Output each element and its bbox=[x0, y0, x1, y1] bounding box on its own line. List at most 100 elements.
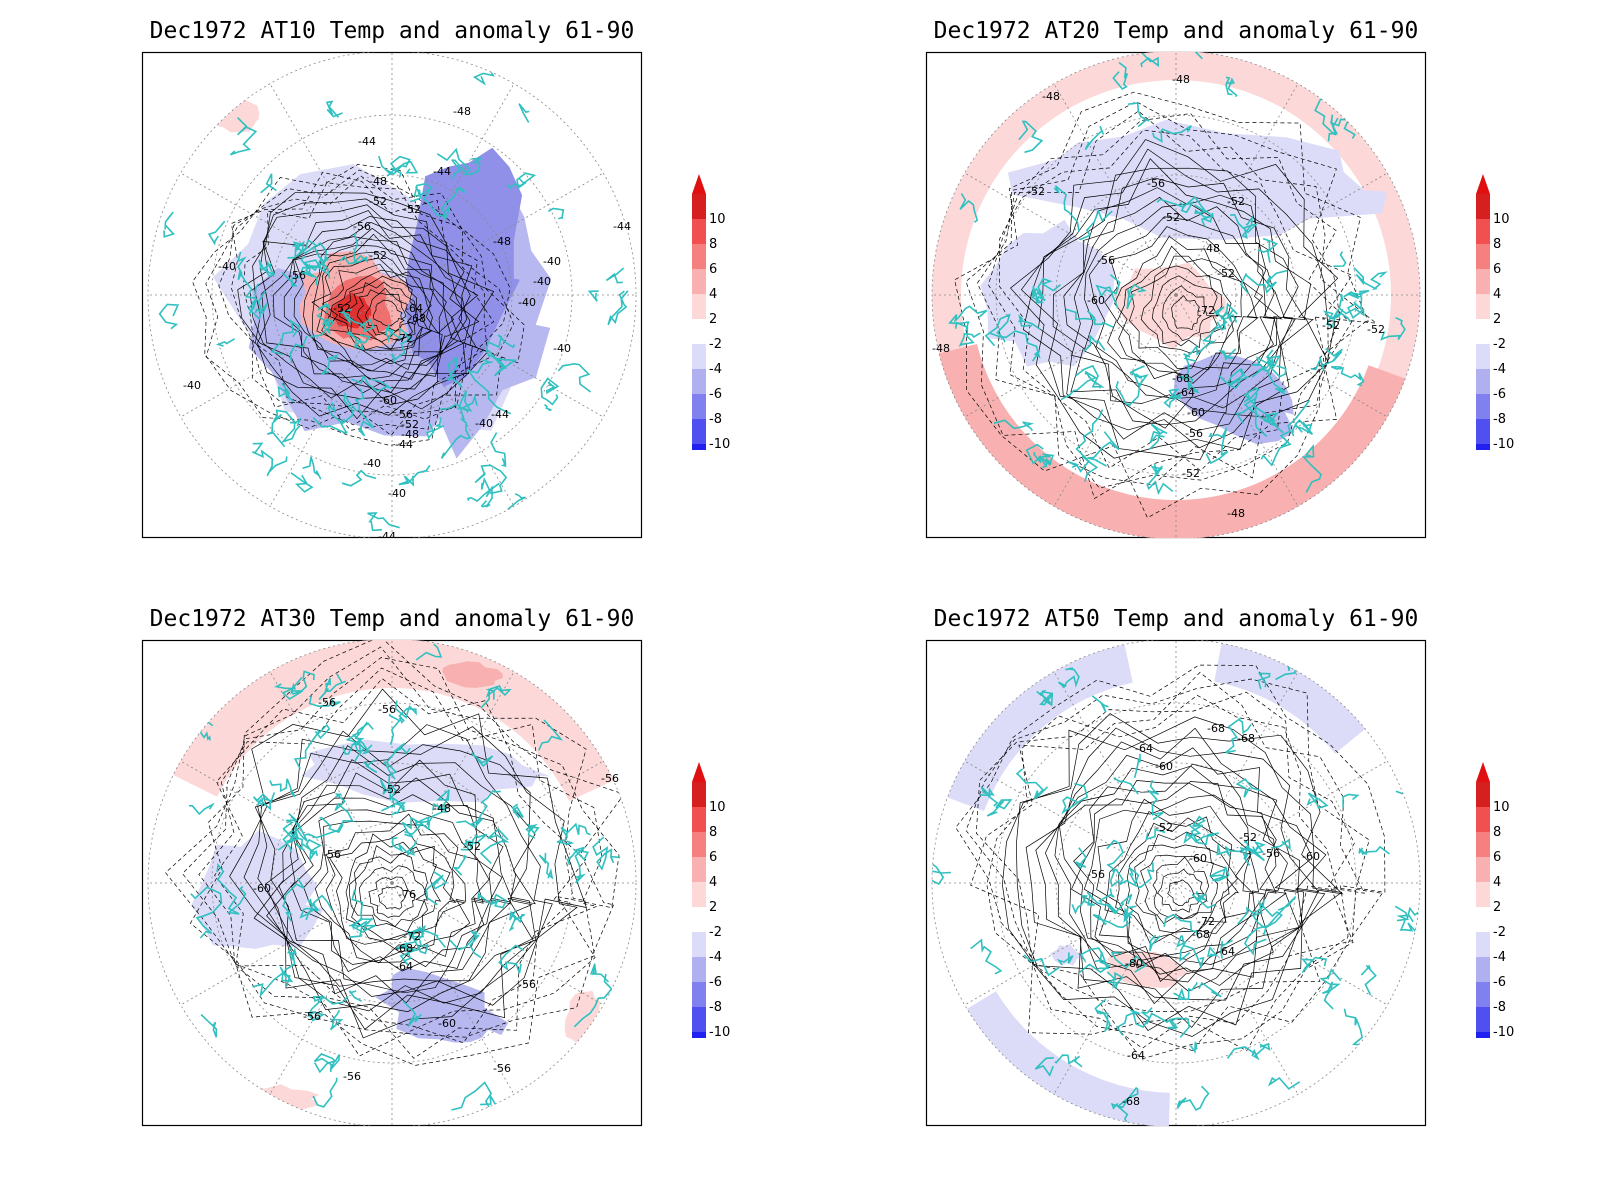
temperature-contour bbox=[1088, 216, 1275, 400]
temperature-contour bbox=[189, 640, 625, 1038]
coastline bbox=[1116, 1007, 1153, 1036]
temperature-contour bbox=[338, 275, 425, 351]
coastline bbox=[1123, 907, 1134, 923]
coastline bbox=[1243, 896, 1297, 956]
colorbar-swatch bbox=[1476, 369, 1490, 394]
contour-label: -68 bbox=[1172, 372, 1190, 385]
colorbar-label: 2 bbox=[709, 900, 717, 915]
coastline bbox=[1251, 349, 1281, 378]
coastline bbox=[1179, 195, 1214, 223]
colorbar-swatch bbox=[1476, 269, 1490, 294]
coastline bbox=[281, 258, 331, 287]
coastline bbox=[1198, 981, 1222, 998]
anomaly-colorbar: 10 8 6 4 2 -2 -4 -6 -8 -10 bbox=[1476, 762, 1514, 1038]
temperature-contour bbox=[1129, 255, 1237, 369]
colorbar-label: -8 bbox=[709, 412, 722, 427]
coastline bbox=[304, 793, 354, 839]
map-panel-at50: Dec1972 AT50 Temp and anomaly 61-90 -68-… bbox=[925, 606, 1526, 1166]
coastline bbox=[407, 928, 446, 955]
temperature-contour bbox=[249, 210, 479, 406]
colorbar-label: 2 bbox=[709, 312, 717, 327]
colorbar-swatch bbox=[692, 1007, 706, 1032]
coastline bbox=[341, 469, 377, 487]
colorbar-arrow-top bbox=[692, 174, 706, 194]
coastline bbox=[1034, 1057, 1054, 1077]
contour-label: -68 bbox=[1122, 1095, 1140, 1108]
coastline bbox=[490, 432, 507, 468]
colorbar-swatch bbox=[1476, 907, 1490, 932]
coastline bbox=[394, 700, 417, 724]
coastline bbox=[381, 796, 407, 816]
colorbar-swatch bbox=[692, 394, 706, 419]
colorbar-label: -8 bbox=[709, 1000, 722, 1015]
temperature-contour bbox=[345, 833, 457, 942]
contour-label: -44 bbox=[395, 438, 413, 451]
coastline bbox=[260, 173, 277, 194]
coastline bbox=[1075, 409, 1104, 460]
coastline bbox=[440, 390, 473, 412]
coastline bbox=[506, 172, 537, 190]
contour-label: -56 bbox=[318, 696, 336, 709]
anomaly-region bbox=[937, 344, 1408, 538]
coastline bbox=[1113, 777, 1139, 795]
coastline bbox=[511, 803, 524, 819]
colorbar-label: 6 bbox=[709, 262, 717, 277]
temperature-contour bbox=[243, 726, 578, 1039]
colorbar-label: -4 bbox=[709, 362, 722, 377]
coastline bbox=[1152, 125, 1192, 143]
meridian bbox=[391, 760, 604, 884]
coastline bbox=[1031, 286, 1046, 304]
coastline bbox=[308, 695, 341, 708]
coastline bbox=[452, 854, 467, 876]
coastline bbox=[460, 833, 488, 851]
contour-label: -56 bbox=[378, 703, 396, 716]
colorbar-label: 10 bbox=[1493, 800, 1510, 815]
temperature-contour bbox=[218, 175, 511, 431]
coastline bbox=[508, 909, 525, 932]
contour-label: -64 bbox=[1217, 945, 1235, 958]
contour-label: -48 bbox=[1042, 90, 1060, 103]
coastline bbox=[329, 1009, 344, 1031]
coastline bbox=[970, 938, 1003, 975]
colorbar-swatch bbox=[1476, 957, 1490, 982]
coastline bbox=[1228, 375, 1250, 389]
coastline bbox=[1015, 768, 1049, 800]
coastline bbox=[446, 374, 463, 389]
contour-label: -56 bbox=[1185, 427, 1203, 440]
coastline bbox=[1218, 368, 1246, 386]
coastline bbox=[1358, 845, 1390, 856]
coastline bbox=[1271, 838, 1291, 851]
coastline bbox=[188, 802, 215, 816]
coastline bbox=[1133, 753, 1141, 779]
coastline bbox=[321, 353, 339, 375]
temperature-contour bbox=[1058, 780, 1288, 986]
colorbar-arrow-top bbox=[1476, 174, 1490, 194]
colorbar-swatch bbox=[1476, 444, 1490, 450]
colorbar-swatch bbox=[1476, 982, 1490, 1007]
colorbar-label: -10 bbox=[709, 1025, 730, 1038]
coastline bbox=[979, 786, 999, 807]
coastline bbox=[1260, 399, 1311, 467]
latitude-circle bbox=[147, 640, 637, 1126]
contour-label: -52 bbox=[401, 418, 419, 431]
contour-label: -56 bbox=[303, 1010, 321, 1023]
coastline bbox=[1079, 947, 1112, 974]
coastline bbox=[1091, 695, 1109, 713]
coastline bbox=[307, 902, 317, 914]
temperature-contour bbox=[377, 886, 406, 910]
coastline bbox=[436, 147, 482, 176]
latitude-circle bbox=[147, 52, 637, 538]
colorbar-label: 4 bbox=[709, 287, 717, 302]
temperature-contour bbox=[303, 236, 455, 380]
coastline bbox=[300, 255, 330, 275]
contour-label: -48 bbox=[493, 235, 511, 248]
temperature-contour bbox=[1104, 811, 1255, 960]
colorbar-swatch bbox=[1476, 294, 1490, 319]
coastline bbox=[1253, 404, 1280, 438]
colorbar-arrow-top bbox=[692, 762, 706, 782]
coastline bbox=[378, 155, 419, 176]
temperature-contour bbox=[229, 688, 587, 1030]
contour-label: -52 bbox=[1027, 185, 1045, 198]
colorbar-swatch bbox=[1476, 244, 1490, 269]
coastline bbox=[1074, 847, 1088, 869]
